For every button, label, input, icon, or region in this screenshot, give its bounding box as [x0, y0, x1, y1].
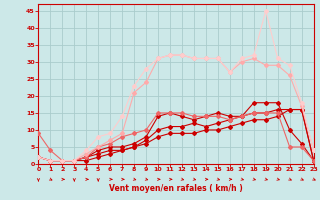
- X-axis label: Vent moyen/en rafales ( km/h ): Vent moyen/en rafales ( km/h ): [109, 184, 243, 193]
